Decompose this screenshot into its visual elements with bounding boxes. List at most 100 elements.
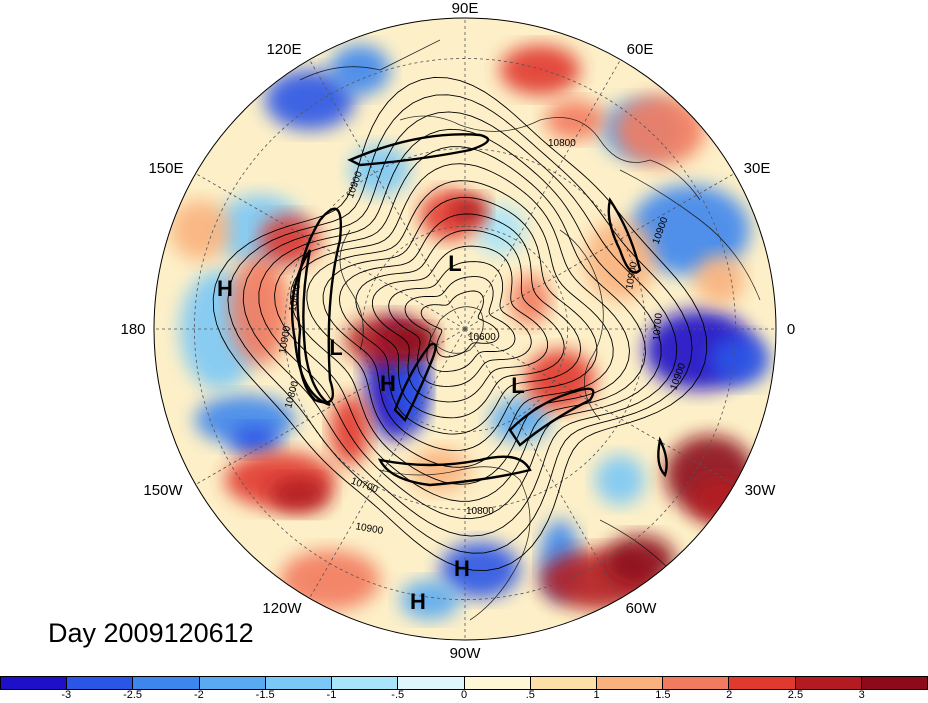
height-contour (212, 76, 708, 572)
height-contour (306, 180, 614, 468)
lon-label-90e: 90E (452, 0, 479, 17)
coastline (429, 306, 484, 354)
lon-label-0: 0 (787, 321, 795, 338)
height-contour (322, 196, 598, 452)
lon-label-150w: 150W (143, 482, 183, 499)
lon-label-30w: 30W (745, 482, 777, 499)
jet-contour (607, 197, 642, 274)
colorbar-segment (265, 677, 333, 689)
meridian-line (464, 173, 735, 330)
colorbar-tick-label: 1 (593, 689, 600, 701)
colorbar-tick-label: -2 (193, 689, 204, 701)
anomaly-patch (630, 185, 750, 275)
colorbar-segment (332, 677, 399, 689)
longitude-labels: 90E 60E 30E 0 30W 60W 90W 120W 150W 180 … (120, 0, 795, 662)
map-title: Day 2009120612 (48, 618, 254, 648)
anomaly-patch (265, 70, 355, 130)
colorbar-segment (398, 677, 465, 689)
high-label: H (217, 276, 233, 301)
coastline (619, 169, 761, 301)
jet-contours (290, 133, 668, 487)
anomaly-patch (595, 455, 645, 505)
colorbar (0, 676, 928, 690)
contour-label: 10800 (466, 506, 494, 517)
lon-label-60w: 60W (626, 600, 658, 617)
height-contour (242, 111, 678, 537)
contour-label: 10900 (624, 261, 640, 291)
colorbar-tick-label: 1.5 (655, 689, 671, 701)
colorbar-tick-label: -.5 (391, 689, 405, 701)
colorbar-tick-label: -2.5 (123, 689, 143, 701)
high-label: H (410, 589, 426, 614)
contour-label: 10800 (287, 283, 303, 313)
colorbar-segment (1, 677, 68, 689)
coastline (379, 466, 531, 621)
lon-label-180: 180 (120, 321, 145, 338)
jet-contour (657, 436, 668, 478)
height-contour (258, 128, 662, 520)
anomaly-patch (270, 477, 330, 513)
height-contour (274, 146, 646, 502)
jet-contour (377, 455, 532, 487)
colorbar-tick-label: -3 (61, 689, 72, 701)
colorbar-segment (530, 677, 597, 689)
contour-label: 10700 (652, 312, 665, 341)
low-label: L (511, 373, 524, 398)
colorbar-segment (67, 677, 134, 689)
lon-label-30e: 30E (744, 160, 771, 177)
height-contour (404, 276, 516, 372)
anomaly-patch (695, 255, 745, 305)
graticule (154, 18, 776, 640)
jet-contour (290, 249, 331, 407)
colorbar-segment (133, 677, 200, 689)
low-label: L (448, 251, 461, 276)
geopotential-contours (212, 76, 708, 572)
colorbar-segment (596, 677, 664, 689)
contour-label: 10900 (355, 521, 385, 537)
lon-label-120w: 120W (262, 600, 302, 617)
meridian-line (195, 173, 466, 330)
height-contour (227, 94, 693, 554)
height-contour (338, 213, 582, 435)
colorbar-tick-label: 2.5 (787, 689, 804, 701)
anomaly-patch (710, 335, 770, 385)
colorbar-segment (464, 677, 531, 689)
meridian-line (195, 328, 466, 485)
high-label: H (454, 556, 470, 581)
colorbar-tick-label: 3 (858, 689, 865, 701)
anomaly-patch (280, 550, 380, 610)
low-label: L (329, 335, 342, 360)
colorbar-segment (663, 677, 730, 689)
meridian-line (464, 328, 735, 485)
jet-contour (296, 207, 342, 404)
colorbar-tick-label: 2 (726, 689, 733, 701)
height-contour (388, 261, 532, 387)
colorbar-segment (199, 677, 266, 689)
meridian-line (309, 328, 466, 599)
anomaly-patch (385, 325, 435, 355)
coastline (399, 115, 701, 201)
map-disc (154, 18, 776, 640)
colorbar-segment (861, 677, 928, 689)
anomaly-patch (330, 45, 390, 95)
colorbar-tick-label: -1.5 (255, 689, 275, 701)
coastline (339, 229, 364, 351)
jet-contour (347, 133, 490, 167)
height-contour (420, 290, 500, 358)
meridian-line (464, 59, 621, 330)
meridian-line (464, 328, 621, 599)
lon-label-90w: 90W (450, 645, 482, 662)
meridian-line (309, 59, 466, 330)
anomaly-patch (350, 145, 410, 195)
anomaly-patch (452, 195, 488, 225)
height-contour (355, 229, 565, 419)
colorbar-ticks: -3 -2.5 -2 -1.5 -1 -.5 0 .5 1 1.5 2 2.5 3 (0, 689, 928, 703)
anomaly-patch (510, 275, 550, 325)
polar-stereographic-map: 90E 60E 30E 0 30W 60W 90W 120W 150W 180 … (120, 0, 795, 662)
contour-label: 10600 (468, 332, 496, 343)
anomaly-patch (525, 350, 595, 410)
colorbar-segment (795, 677, 862, 689)
height-contour (371, 245, 549, 403)
contour-label: 10800 (548, 138, 576, 149)
lon-label-120e: 120E (266, 41, 301, 58)
